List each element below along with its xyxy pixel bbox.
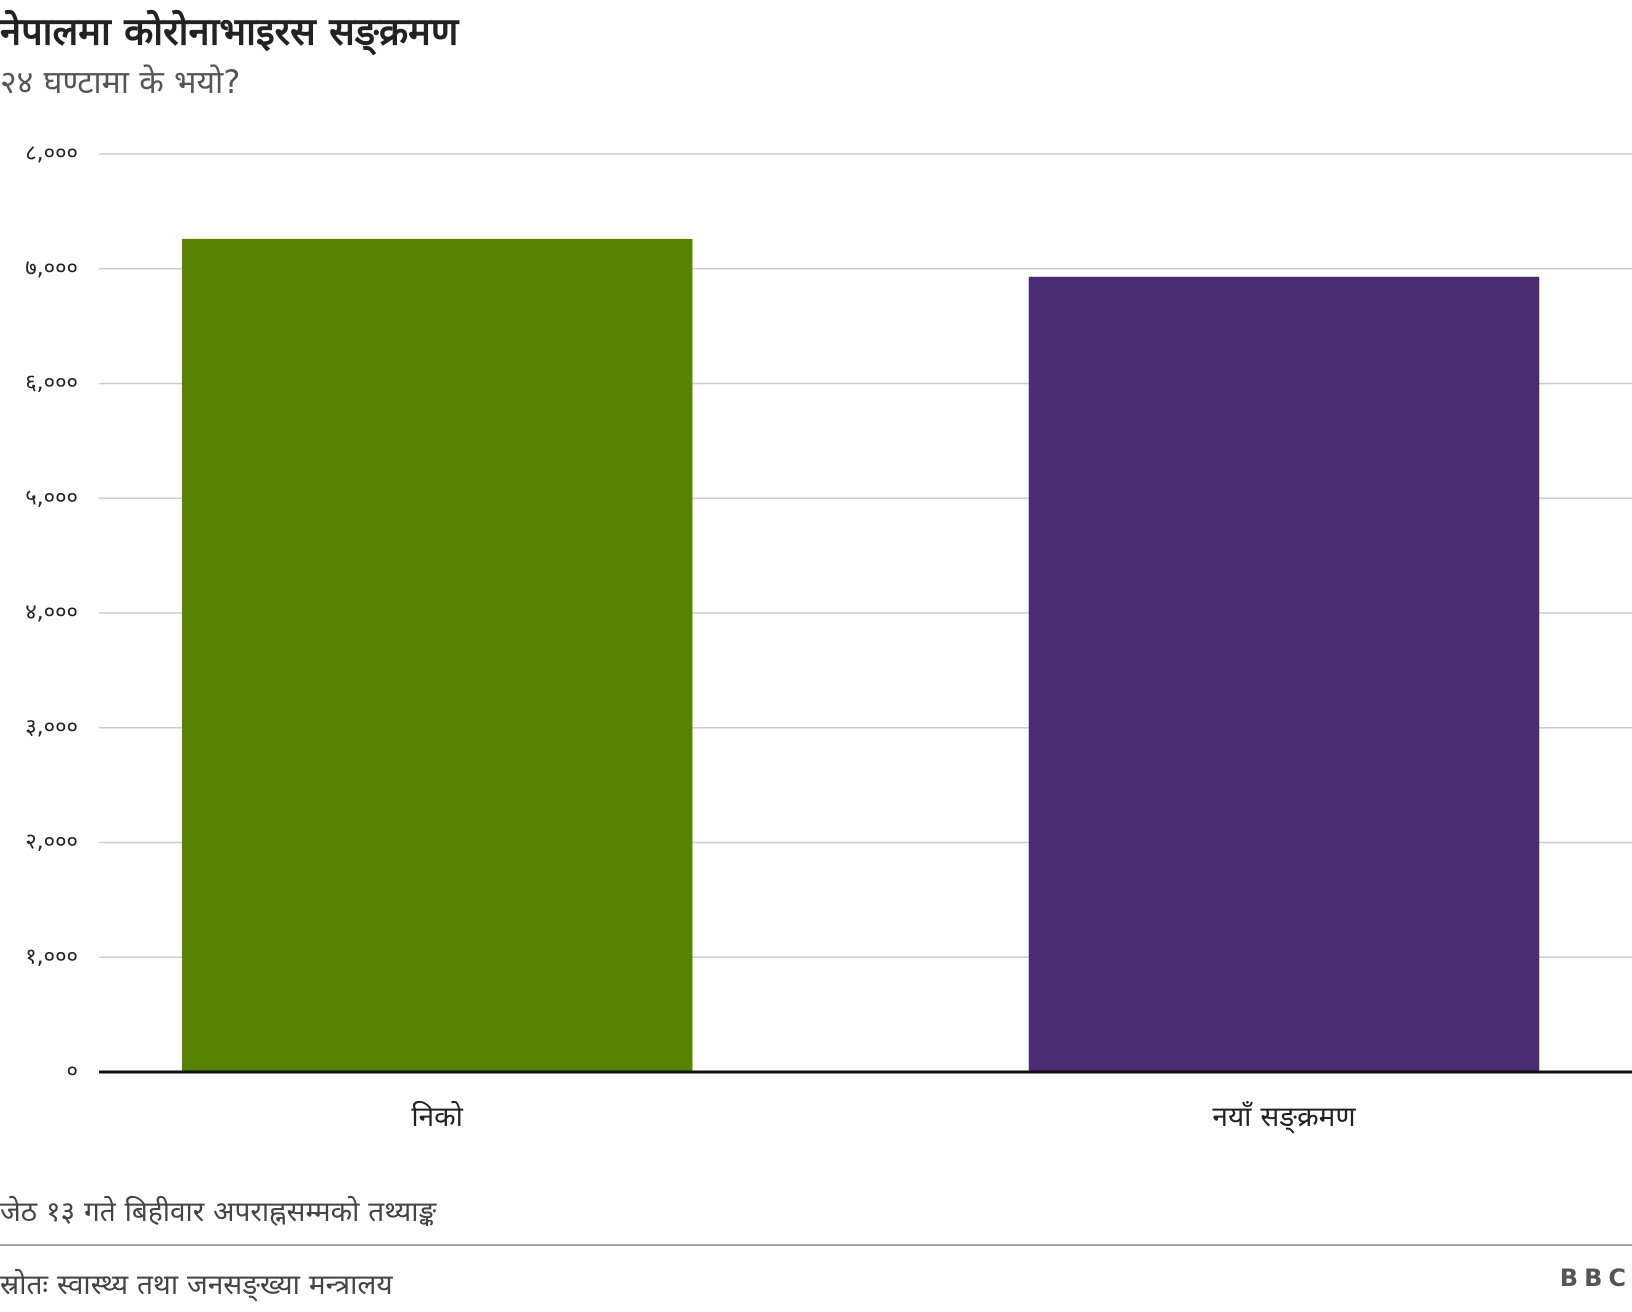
chart-note: जेठ १३ गते बिहीवार अपराह्नसम्मको तथ्याङ्… (0, 1195, 437, 1228)
chart-source: स्रोतः स्वास्थ्य तथा जनसङ्ख्या मन्त्रालय (0, 1268, 393, 1302)
y-tick-label: ३,००० (25, 715, 78, 740)
y-tick-label: ६,००० (25, 371, 78, 396)
chart-subtitle: २४ घण्टामा के भयो? (0, 63, 240, 101)
logo: BBC (1560, 1264, 1632, 1292)
bar (1028, 276, 1540, 1073)
y-tick-label: ५,००० (25, 485, 78, 510)
bar (181, 238, 693, 1073)
y-tick-label: २,००० (25, 830, 78, 855)
x-tick-label: नयाँ सङ्क्रमण (1212, 1100, 1356, 1134)
y-tick-label: ७,००० (25, 256, 78, 281)
y-tick-label: ४,००० (25, 600, 78, 625)
y-tick-label: १,००० (25, 944, 78, 969)
x-tick-label: निको (411, 1100, 463, 1133)
y-tick-label: ८,००० (25, 141, 78, 166)
y-tick-label: ० (67, 1059, 78, 1084)
chart-title: नेपालमा कोरोनाभाइरस सङ्क्रमण (0, 10, 460, 56)
